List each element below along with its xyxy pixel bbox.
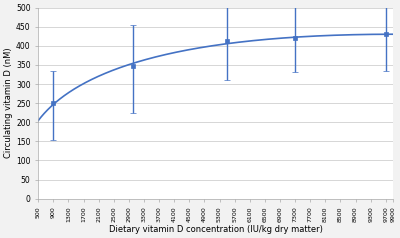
Y-axis label: Circulating vitamin D (nM): Circulating vitamin D (nM) (4, 48, 13, 159)
X-axis label: Dietary vitamin D concentration (IU/kg dry matter): Dietary vitamin D concentration (IU/kg d… (109, 225, 323, 234)
